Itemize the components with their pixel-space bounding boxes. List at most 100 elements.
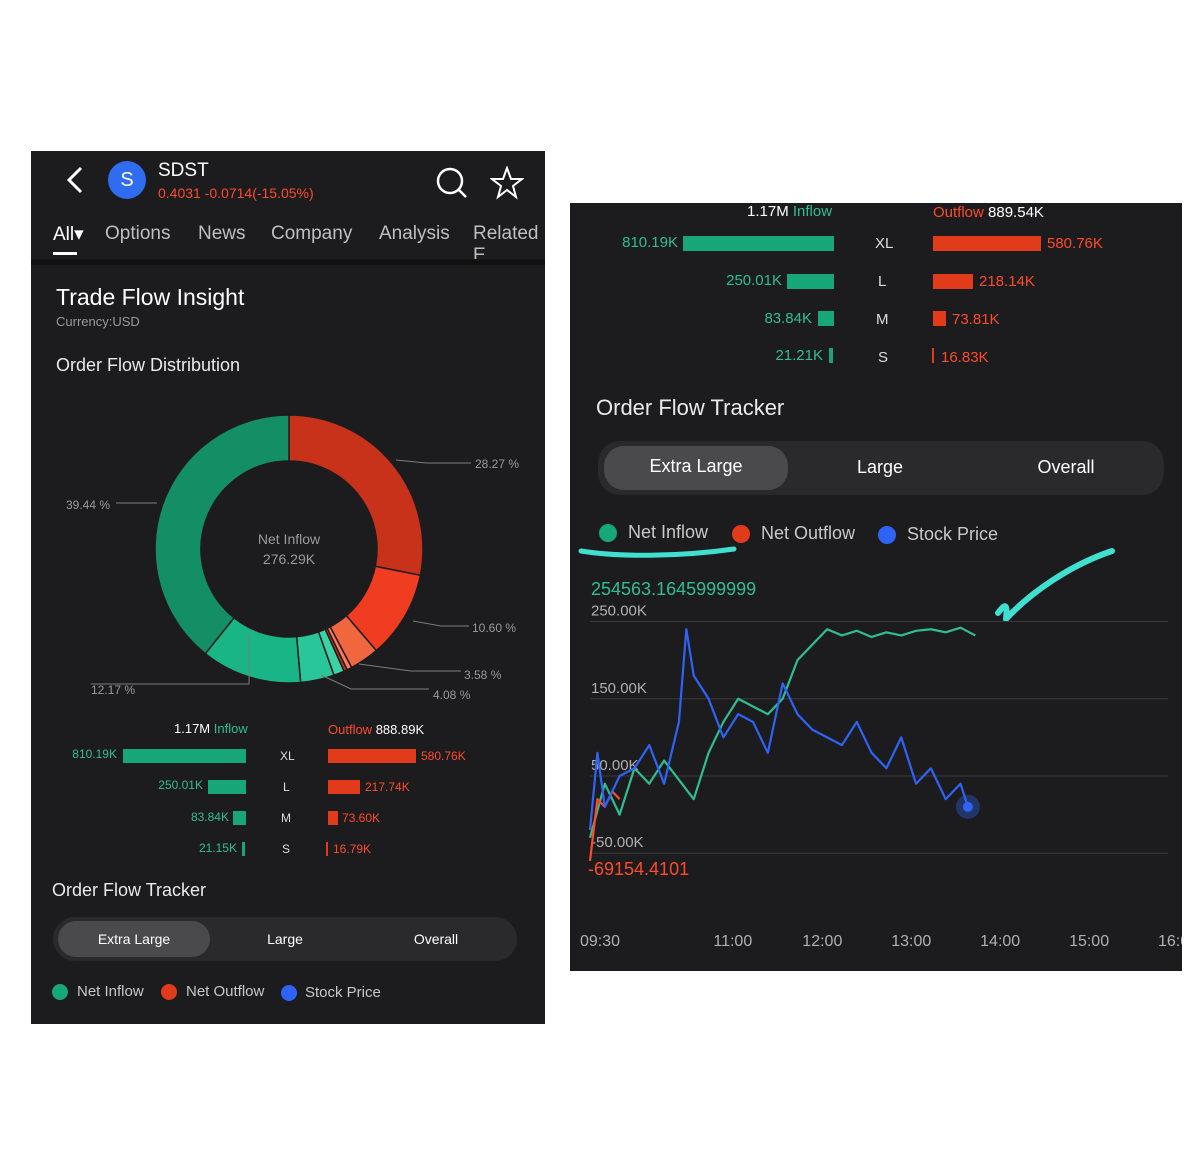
size-label: L: [283, 780, 290, 794]
tab-company[interactable]: Company: [271, 223, 353, 244]
slice-label: 28.27 %: [475, 457, 520, 471]
leader-line: [412, 620, 469, 627]
order-flow-donut: [91, 414, 471, 690]
segment-overall[interactable]: Overall: [413, 931, 459, 947]
size-label: M: [876, 311, 889, 328]
outflow-value: 73.60K: [342, 811, 381, 825]
outflow-bar: [933, 274, 973, 289]
outflow-value: 16.79K: [333, 842, 372, 856]
outflow-bar: [328, 811, 338, 825]
outflow-bar: [933, 236, 1041, 251]
size-label: XL: [875, 235, 894, 252]
legend-stock-price[interactable]: Stock Price: [907, 524, 999, 544]
donut-slice: [288, 414, 424, 577]
outflow-total: Outflow 889.54K: [933, 204, 1044, 221]
back-icon[interactable]: [65, 165, 87, 195]
series-line: [588, 628, 969, 831]
right-screenshot: 1.17M Inflow Outflow 889.54K 810.19K XL …: [570, 203, 1182, 971]
outflow-value: 580.76K: [421, 749, 466, 763]
outflow-bar: [933, 311, 946, 326]
slice-label: 39.44 %: [66, 498, 111, 512]
hand-drawn-underline: [578, 546, 737, 558]
inflow-bar: [683, 236, 834, 251]
net-inflow-legend-dot: [52, 984, 68, 1000]
check-mark-icon: [995, 548, 1115, 622]
leader-line: [395, 459, 471, 464]
tab-analysis[interactable]: Analysis: [379, 223, 450, 244]
inflow-value: 810.19K: [72, 747, 117, 761]
legend-net-outflow[interactable]: Net Outflow: [761, 523, 856, 543]
net-outflow-legend-dot: [161, 984, 177, 1000]
order-flow-tracker-chart: 250.00K 150.00K 50.00K -50.00K 09:30 11:00 12:…: [580, 603, 1182, 950]
tracker-segmented-control: Extra Large Large Overall: [598, 441, 1164, 495]
inflow-value: 21.15K: [198, 841, 237, 855]
segment-overall[interactable]: Overall: [1037, 457, 1095, 477]
chart-max-label: 254563.1645999999: [591, 579, 757, 599]
size-label: M: [281, 811, 291, 825]
outflow-bar: [326, 842, 328, 856]
size-label: XL: [280, 749, 295, 763]
leader-line: [320, 674, 429, 690]
inflow-total: 1.17M Inflow: [174, 721, 248, 736]
x-tick-label: 11:00: [713, 933, 752, 950]
divider: [31, 259, 545, 265]
left-screenshot: S SDST 0.4031 -0.0714(-15.05%) All▾ Opti…: [31, 151, 545, 1024]
outflow-value: 16.83K: [941, 349, 989, 366]
outflow-value: 217.74K: [365, 780, 410, 794]
segment-extra-large[interactable]: [604, 446, 788, 490]
star-icon[interactable]: [490, 166, 524, 200]
x-tick-label: 09:30: [580, 933, 620, 950]
legend-net-inflow[interactable]: Net Inflow: [77, 983, 144, 1000]
y-tick-label: -50.00K: [591, 834, 644, 851]
outflow-value: 580.76K: [1047, 235, 1103, 252]
x-tick-label: 14:00: [980, 933, 1020, 950]
legend-net-inflow[interactable]: Net Inflow: [628, 522, 709, 542]
currency-label: Currency:USD: [56, 314, 140, 329]
inflow-value: 810.19K: [622, 234, 678, 251]
x-tick-label: 13:00: [891, 933, 931, 950]
size-label: S: [282, 842, 291, 856]
outflow-bar: [328, 749, 416, 763]
inflow-bar: [787, 274, 834, 289]
outflow-total: Outflow 888.89K: [328, 722, 425, 737]
segment-large[interactable]: Large: [856, 457, 904, 477]
segment-label: Extra Large: [649, 456, 743, 476]
leader-line: [91, 634, 250, 685]
search-icon[interactable]: [435, 166, 469, 200]
y-tick-label: 50.00K: [591, 757, 639, 774]
avatar: S: [108, 161, 146, 199]
segment-large[interactable]: Large: [267, 931, 303, 947]
leader-line: [358, 663, 461, 672]
inflow-bar: [208, 780, 246, 794]
slice-label: 12.17 %: [91, 683, 136, 697]
slice-label: 10.60 %: [472, 621, 517, 635]
net-inflow-legend-dot: [599, 524, 617, 542]
tab-options[interactable]: Options: [105, 223, 171, 244]
y-tick-label: 250.00K: [591, 603, 647, 620]
legend-net-outflow[interactable]: Net Outflow: [186, 983, 265, 1000]
stock-price-legend-dot: [878, 526, 896, 544]
x-tick-label: 16:00: [1158, 933, 1182, 950]
section-title: Trade Flow Insight: [56, 284, 245, 310]
tab-news[interactable]: News: [198, 223, 246, 244]
donut-slice: [154, 414, 290, 655]
slice-label: 3.58 %: [464, 668, 502, 682]
inflow-bar: [233, 811, 246, 825]
current-price-marker: [962, 801, 973, 812]
chart-min-label: -69154.4101: [588, 859, 690, 879]
inflow-total: 1.17M Inflow: [747, 203, 833, 220]
tracker-segmented-control: Extra Large Large Overall: [53, 917, 517, 961]
price-change: 0.4031 -0.0714(-15.05%): [158, 185, 314, 201]
outflow-bar: [328, 780, 360, 794]
inflow-bar: [123, 749, 246, 763]
y-tick-label: 150.00K: [591, 680, 647, 697]
legend-stock-price[interactable]: Stock Price: [305, 984, 381, 1001]
outflow-value: 218.14K: [979, 273, 1035, 290]
inflow-value: 21.21K: [775, 347, 823, 364]
ticker-symbol: SDST: [158, 160, 209, 181]
tracker-title: Order Flow Tracker: [596, 395, 785, 420]
outflow-bar: [932, 348, 934, 363]
segment-extra-large[interactable]: [58, 921, 210, 957]
series-line: [588, 626, 976, 839]
tab-all[interactable]: All▾: [53, 224, 84, 245]
